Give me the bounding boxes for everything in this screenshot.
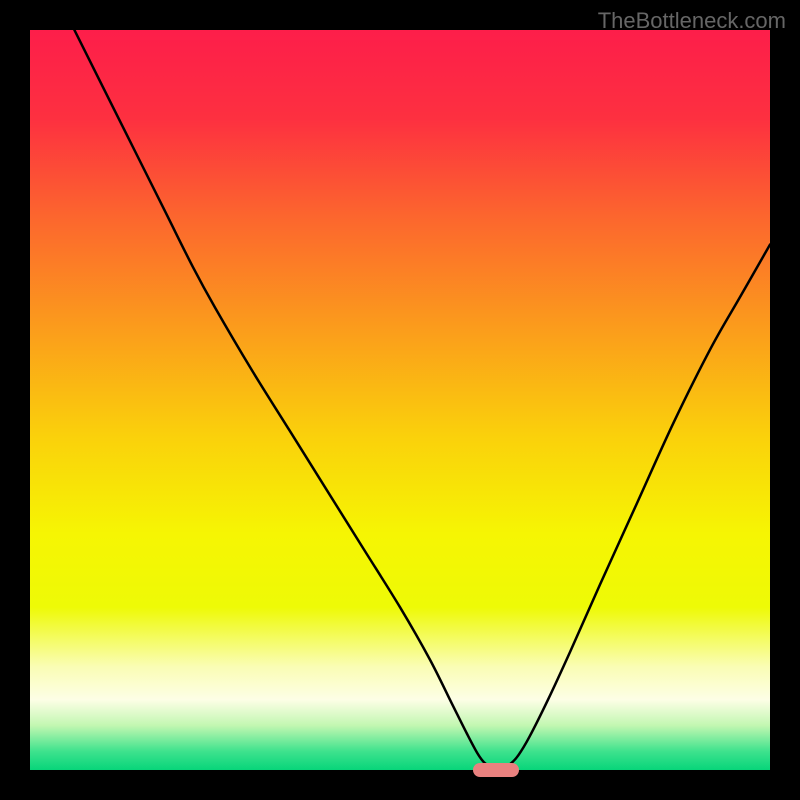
plot-area — [30, 30, 770, 770]
watermark-text: TheBottleneck.com — [598, 8, 786, 34]
curve-layer — [30, 30, 770, 770]
bottleneck-curve — [74, 30, 770, 768]
optimal-marker — [473, 763, 519, 777]
chart-frame: TheBottleneck.com — [0, 0, 800, 800]
